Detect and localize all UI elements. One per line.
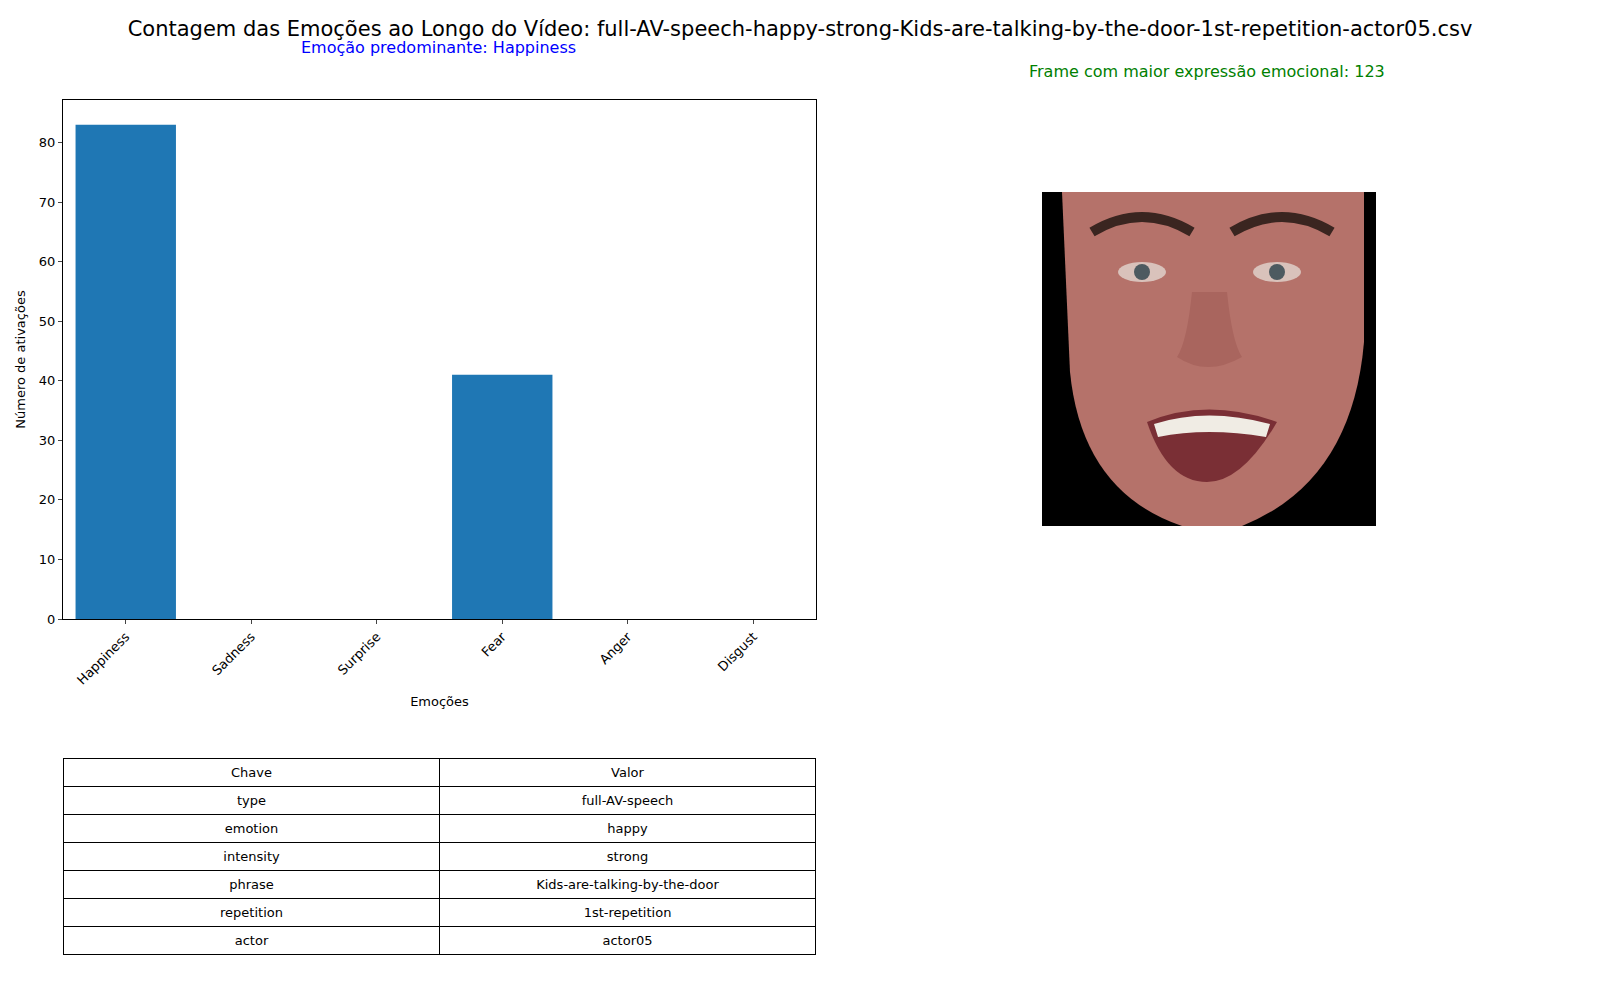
html-text:actor05: actor05 [602,933,653,948]
svg-text:Emoção predominante: Happiness: Emoção predominante: Happiness [301,38,576,57]
html-text:Kids-are-talking-by-the-door: Kids-are-talking-by-the-door [536,877,719,892]
svg-text:30: 30 [39,433,56,448]
svg-text:Happiness: Happiness [74,629,133,688]
html-text:strong: strong [606,849,649,864]
svg-text:50: 50 [39,314,56,329]
svg-text:Surprise: Surprise [335,629,384,678]
html-text:full-AV-speech: full-AV-speech [581,793,674,808]
svg-text:60: 60 [39,254,56,269]
svg-text:Sadness: Sadness [209,629,258,678]
svg-text:Contagem das Emoções ao Longo: Contagem das Emoções ao Longo do Vídeo: … [128,17,1473,41]
svg-text:80: 80 [39,135,56,150]
svg-text:20: 20 [39,492,56,507]
svg-text:Disgust: Disgust [715,629,760,674]
svg-text:70: 70 [39,195,56,210]
html-text:phrase: phrase [229,877,274,892]
html-text:emotion: emotion [224,821,279,836]
html-text:happy: happy [607,821,648,836]
html-text:type: type [237,793,266,808]
html-text:intensity: intensity [223,849,280,864]
html-text:repetition: repetition [220,905,283,920]
svg-text:Fear: Fear [479,629,510,660]
svg-text:Emoções: Emoções [410,694,469,709]
html-text:Chave: Chave [231,765,272,780]
svg-text:10: 10 [39,552,56,567]
svg-text:Número de ativações: Número de ativações [13,290,28,429]
html-text:actor: actor [234,933,269,948]
svg-text:Frame com maior expressão emoc: Frame com maior expressão emocional: 123 [1029,62,1385,81]
svg-text:Anger: Anger [596,629,634,667]
svg-text:0: 0 [47,612,55,627]
html-text:1st-repetition: 1st-repetition [583,905,672,920]
svg-text:40: 40 [39,373,56,388]
html-text:Valor: Valor [611,765,644,780]
